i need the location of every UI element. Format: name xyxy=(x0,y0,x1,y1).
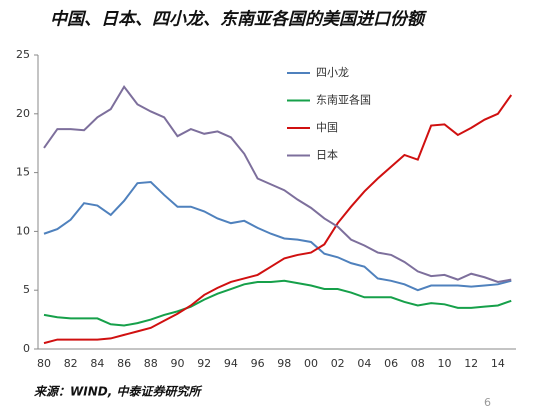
y-tick-label: 0 xyxy=(23,342,30,355)
x-tick-label: 96 xyxy=(251,357,265,370)
y-tick-label: 15 xyxy=(16,166,30,179)
chart-title: 中国、日本、四小龙、东南亚各国的美国进口份额 xyxy=(50,10,427,30)
y-tick-label: 5 xyxy=(23,283,30,296)
x-tick-label: 08 xyxy=(411,357,425,370)
x-tick-label: 02 xyxy=(331,357,345,370)
series-line xyxy=(43,180,512,292)
series-line xyxy=(43,279,512,327)
y-tick-label: 25 xyxy=(16,48,30,61)
x-tick-label: 04 xyxy=(357,357,371,370)
x-tick-label: 92 xyxy=(197,357,211,370)
x-tick-label: 00 xyxy=(304,357,318,370)
x-tick-label: 10 xyxy=(438,357,452,370)
legend-label: 东南亚各国 xyxy=(316,93,371,107)
x-tick-label: 86 xyxy=(117,357,131,370)
series-line xyxy=(43,84,512,283)
x-tick-label: 14 xyxy=(491,357,505,370)
x-tick-label: 82 xyxy=(64,357,78,370)
legend-label: 四小龙 xyxy=(316,66,349,79)
page-number: 6 xyxy=(484,396,491,406)
x-tick-label: 06 xyxy=(384,357,398,370)
source: 来源：WIND, 中泰证券研究所 xyxy=(34,385,202,399)
y-tick-label: 10 xyxy=(16,224,30,237)
x-tick-label: 90 xyxy=(171,357,185,370)
series-line xyxy=(43,94,513,345)
x-tick-label: 94 xyxy=(224,357,238,370)
legend-label: 中国 xyxy=(316,121,338,134)
legend-label: 日本 xyxy=(316,148,338,162)
x-tick-label: 88 xyxy=(144,357,158,370)
y-tick-label: 20 xyxy=(16,107,30,120)
x-tick-label: 98 xyxy=(277,357,291,370)
x-tick-label: 84 xyxy=(90,357,104,370)
x-tick-label: 80 xyxy=(37,357,51,370)
x-tick-label: 12 xyxy=(464,357,478,370)
